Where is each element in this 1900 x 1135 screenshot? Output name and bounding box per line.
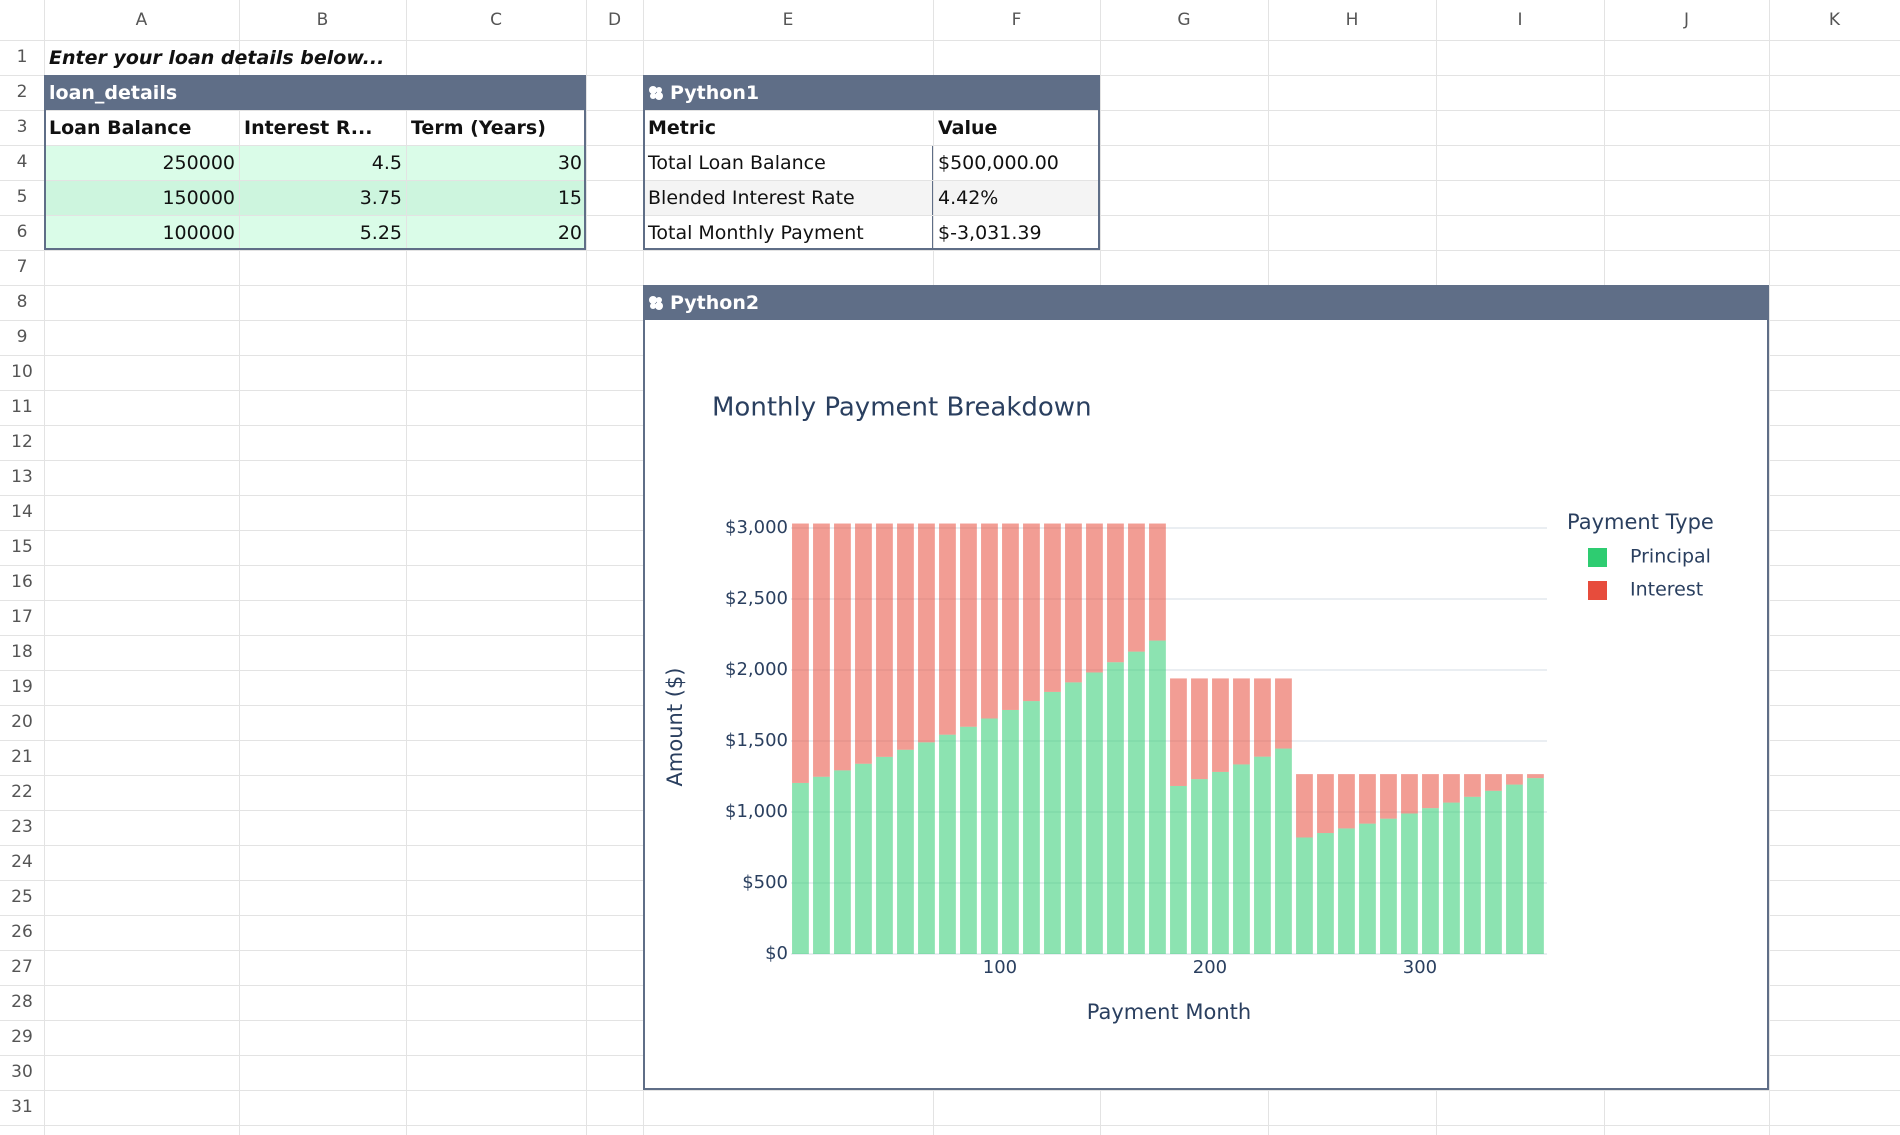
table-cell[interactable]: 3.75 xyxy=(240,181,406,215)
row-header[interactable]: 26 xyxy=(11,922,33,942)
column-divider xyxy=(1769,0,1770,1135)
column-header[interactable]: G xyxy=(1177,10,1191,30)
table-cell[interactable]: Total Monthly Payment xyxy=(644,216,933,250)
row-header[interactable]: 30 xyxy=(11,1062,33,1082)
column-header[interactable]: E xyxy=(782,10,794,30)
row-header[interactable]: 25 xyxy=(11,887,33,907)
row-header[interactable]: 29 xyxy=(11,1027,33,1047)
column-header[interactable]: A xyxy=(135,10,148,30)
row-header[interactable]: 14 xyxy=(11,502,33,522)
table-cell[interactable]: Blended Interest Rate xyxy=(644,181,933,215)
row-header[interactable]: 10 xyxy=(11,362,33,382)
instruction-text[interactable]: Enter your loan details below... xyxy=(49,47,385,69)
row-header[interactable]: 20 xyxy=(11,712,33,732)
row-header[interactable]: 19 xyxy=(11,677,33,697)
row-header[interactable]: 12 xyxy=(11,432,33,452)
row-header[interactable]: 24 xyxy=(11,852,33,872)
table-header[interactable]: Interest R... xyxy=(244,117,373,139)
column-header[interactable]: B xyxy=(316,10,329,30)
row-divider xyxy=(0,1090,1900,1091)
row-header[interactable]: 13 xyxy=(11,467,33,487)
table-cell[interactable]: 30 xyxy=(407,146,586,180)
row-divider xyxy=(0,145,1900,146)
row-header[interactable]: 31 xyxy=(11,1097,33,1117)
row-header[interactable]: 27 xyxy=(11,957,33,977)
column-header[interactable]: F xyxy=(1011,10,1022,30)
table-cell[interactable]: Total Loan Balance xyxy=(644,146,933,180)
table-cell[interactable]: 15 xyxy=(407,181,586,215)
table-cell[interactable]: $500,000.00 xyxy=(934,146,1100,180)
row-header[interactable]: 18 xyxy=(11,642,33,662)
row-header[interactable]: 5 xyxy=(16,187,28,207)
column-header[interactable]: K xyxy=(1828,10,1841,30)
row-header[interactable]: 16 xyxy=(11,572,33,592)
python-icon xyxy=(649,296,663,310)
table-header[interactable]: Value xyxy=(938,117,998,139)
row-divider xyxy=(0,250,1900,251)
table-cell[interactable]: 250000 xyxy=(45,146,239,180)
table-cell[interactable]: $-3,031.39 xyxy=(934,216,1100,250)
column-divider xyxy=(586,0,587,1135)
table-cell[interactable]: 4.42% xyxy=(934,181,1100,215)
row-header[interactable]: 23 xyxy=(11,817,33,837)
column-header[interactable]: J xyxy=(1683,10,1689,30)
row-header[interactable]: 11 xyxy=(11,397,33,417)
row-divider xyxy=(0,40,1900,41)
row-divider xyxy=(0,215,1900,216)
column-header[interactable]: I xyxy=(1517,10,1523,30)
table-cell[interactable]: 100000 xyxy=(45,216,239,250)
row-header[interactable]: 22 xyxy=(11,782,33,802)
table-cell[interactable]: 150000 xyxy=(45,181,239,215)
row-header[interactable]: 4 xyxy=(16,152,28,172)
table-header[interactable]: Metric xyxy=(648,117,717,139)
row-header[interactable]: 9 xyxy=(16,327,28,347)
column-divider xyxy=(239,0,240,1135)
row-header[interactable]: 21 xyxy=(11,747,33,767)
row-header[interactable]: 3 xyxy=(16,117,28,137)
column-divider xyxy=(44,0,45,1135)
table-cell[interactable]: 5.25 xyxy=(240,216,406,250)
python-title[interactable]: Python1 xyxy=(644,76,1100,110)
table-header[interactable]: Loan Balance xyxy=(49,117,192,139)
table-cell[interactable]: 20 xyxy=(407,216,586,250)
table-cell[interactable]: 4.5 xyxy=(240,146,406,180)
column-divider xyxy=(406,0,407,1135)
row-divider xyxy=(0,180,1900,181)
row-header[interactable]: 17 xyxy=(11,607,33,627)
row-header[interactable]: 1 xyxy=(16,47,28,67)
row-header[interactable]: 6 xyxy=(16,222,28,242)
python-title[interactable]: Python2 xyxy=(644,286,1769,320)
row-divider xyxy=(0,1125,1900,1126)
chart-frame xyxy=(643,285,1769,1090)
python1-table xyxy=(643,75,1100,250)
python-icon xyxy=(649,86,663,100)
row-divider xyxy=(0,110,1900,111)
row-header[interactable]: 28 xyxy=(11,992,33,1012)
row-header[interactable]: 8 xyxy=(16,292,28,312)
row-header[interactable]: 15 xyxy=(11,537,33,557)
table-header[interactable]: Term (Years) xyxy=(411,117,546,139)
column-header[interactable]: C xyxy=(490,10,502,30)
table-title[interactable]: loan_details xyxy=(45,76,586,110)
row-header[interactable]: 2 xyxy=(16,82,28,102)
column-header[interactable]: D xyxy=(607,10,622,30)
loan-details-table xyxy=(44,75,586,250)
row-header[interactable]: 7 xyxy=(16,257,28,277)
column-header[interactable]: H xyxy=(1345,10,1359,30)
